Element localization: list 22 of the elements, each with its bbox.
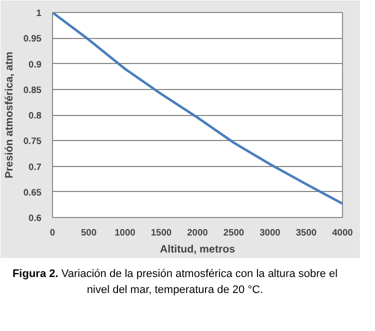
x-tick-label: 1000 bbox=[114, 228, 136, 238]
x-axis-title: Altitud, metros bbox=[160, 244, 236, 256]
y-tick-label: 0.75 bbox=[23, 136, 42, 146]
y-tick-label: 0.7 bbox=[28, 162, 42, 172]
y-axis-title: Presión atmosférica, atm bbox=[3, 52, 16, 178]
y-tick-label: 0.6 bbox=[28, 213, 42, 223]
y-tick-label: 0.85 bbox=[23, 84, 42, 95]
y-tick-label: 0.95 bbox=[23, 34, 42, 44]
x-tick-label: 2000 bbox=[187, 228, 208, 238]
x-tick-label: 2500 bbox=[223, 228, 244, 238]
text: Figura 2. Variación de la presión atmosférica con la altura sobre el nivel del mar, temperatura de 20 °C. bbox=[11, 267, 339, 298]
x-tick-label: 3000 bbox=[260, 228, 280, 238]
x-tick-label: 4000 bbox=[332, 228, 353, 238]
y-tick-label: 1 bbox=[36, 8, 42, 18]
line-series bbox=[52, 12, 342, 205]
y-tick-label: 0.9 bbox=[28, 59, 42, 70]
x-tick-label: 3500 bbox=[296, 228, 317, 238]
x-tick-label: 500 bbox=[80, 228, 97, 238]
x-tick-label: 0 bbox=[50, 228, 56, 238]
x-tick-label: 1500 bbox=[150, 228, 172, 238]
y-tick-label: 0.8 bbox=[28, 110, 42, 120]
y-tick-label: 0.65 bbox=[23, 187, 42, 198]
